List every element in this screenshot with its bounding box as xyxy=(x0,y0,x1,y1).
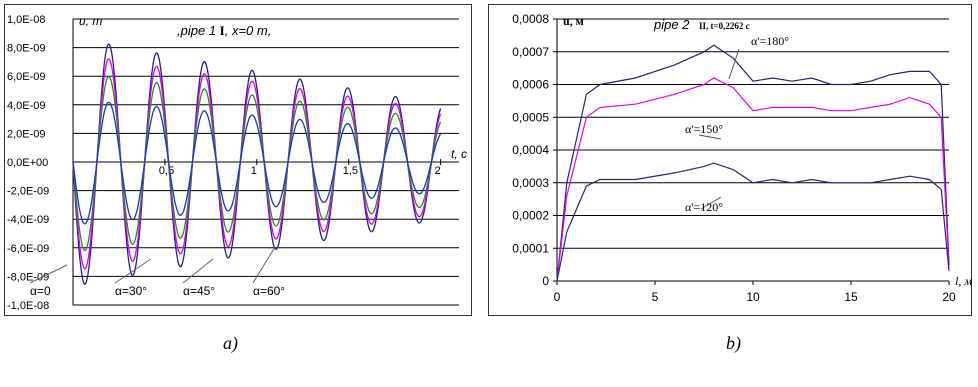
series-annotation: α'=180° xyxy=(751,34,789,48)
y-tick-label: 1,0E-08 xyxy=(7,14,46,26)
y-tick-label: 0,0006 xyxy=(512,78,549,92)
x-tick-label: 0,5 xyxy=(159,165,174,177)
y-tick-label: -6,0E-09 xyxy=(7,243,49,255)
x-tick-label: 15 xyxy=(844,290,858,304)
y-tick-label: 0 xyxy=(542,274,549,288)
series-annotation: α=45° xyxy=(183,284,215,298)
caption-b: b) xyxy=(726,333,741,354)
series-annotation: α=0 xyxy=(30,284,51,298)
x-tick-label: 20 xyxy=(942,290,956,304)
y-tick-label: 0,0E+00 xyxy=(7,157,48,169)
chart-b-svg: 0,0008 0,0007 0,0006 0,0005 0,0004 0,0003 0,00… xyxy=(489,5,973,317)
x-tick-label: 1 xyxy=(251,165,257,177)
y-tick-label: 6,0E-09 xyxy=(7,71,46,83)
y-tick-label: 0,0003 xyxy=(512,176,549,190)
x-axis-label: l, м xyxy=(955,274,972,288)
chart-panel-a: 1,0E-08 8,0E-09 6,0E-09 4,0E-09 2,0E-09 0,0E+… xyxy=(4,4,472,316)
series-line xyxy=(557,45,949,281)
chart-a-title: ,pipe 1 I, x=0 m, xyxy=(177,23,271,38)
x-tick-label: 5 xyxy=(652,290,659,304)
x-tick-label: 0 xyxy=(554,290,561,304)
y-tick-label: -1,0E-08 xyxy=(7,300,49,312)
caption-a: a) xyxy=(223,333,238,354)
y-tick-label: 8,0E-09 xyxy=(7,43,46,55)
annotation-leader xyxy=(183,259,213,283)
chart-b-title: pipe 2 xyxy=(653,17,690,32)
series-line xyxy=(557,163,949,281)
y-tick-label: 0,0008 xyxy=(512,12,549,26)
series-annotation: α'=150° xyxy=(685,122,723,136)
y-tick-label: -8,0E-09 xyxy=(7,271,49,283)
x-tick-label: 10 xyxy=(746,290,760,304)
x-tick-label: 1,5 xyxy=(343,165,358,177)
x-tick-label: 2 xyxy=(435,165,441,177)
series-annotation: α=30° xyxy=(115,284,147,298)
series-annotation: α'=120° xyxy=(685,200,723,214)
series-annotation: α=60° xyxy=(253,284,285,298)
chart-panel-b: 0,0008 0,0007 0,0006 0,0005 0,0004 0,0003 0,00… xyxy=(488,4,972,316)
y-tick-label: 0,0002 xyxy=(512,209,549,223)
y-axis-label: u, м xyxy=(563,14,584,28)
y-tick-label: -4,0E-09 xyxy=(7,214,49,226)
y-axis-label: u, m xyxy=(79,14,102,28)
y-tick-label: 0,0005 xyxy=(512,110,549,124)
annotation-leader xyxy=(115,259,151,283)
y-tick-label: 4,0E-09 xyxy=(7,100,46,112)
annotation-leader xyxy=(253,247,275,283)
y-tick-label: 2,0E-09 xyxy=(7,128,46,140)
y-tick-label: -2,0E-09 xyxy=(7,186,49,198)
y-tick-label: 0,0001 xyxy=(512,241,549,255)
x-axis-label: t, c xyxy=(451,147,467,161)
y-tick-label: 0,0007 xyxy=(512,45,549,59)
chart-a-svg: 1,0E-08 8,0E-09 6,0E-09 4,0E-09 2,0E-09 0,0E+… xyxy=(5,5,473,317)
y-tick-label: 0,0004 xyxy=(512,143,549,157)
chart-b-subtitle: II, t=0,2262 c xyxy=(699,21,750,31)
